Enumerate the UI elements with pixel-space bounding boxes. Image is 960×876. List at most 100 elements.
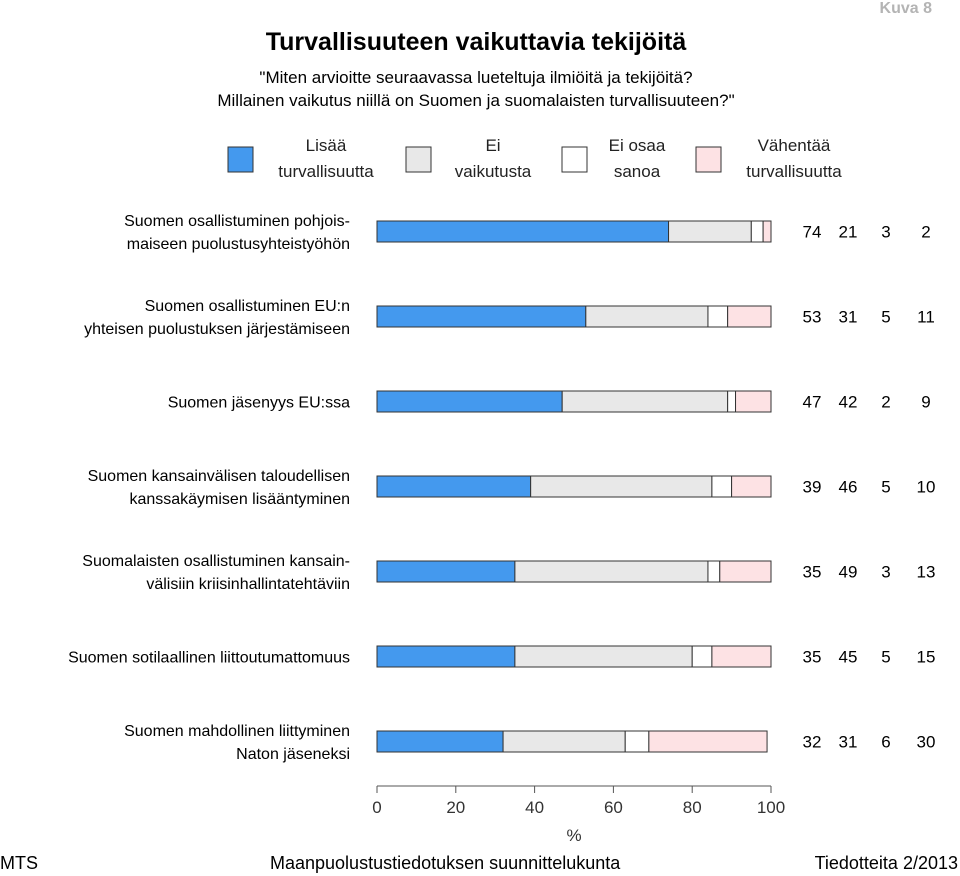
bar-segment-6-1 <box>376 645 516 668</box>
value-label-3-4: 9 <box>921 393 930 412</box>
legend: Lisää turvallisuutta Ei vaikutusta Ei osaa sa… <box>227 136 842 181</box>
bar-segment-2-2 <box>585 305 709 328</box>
x-tick-label-2: 20 <box>446 798 465 817</box>
x-axis: 0 20 40 60 80 100% <box>372 785 785 845</box>
value-label-7-1: 32 <box>803 733 822 752</box>
legend-label-1-1: Lisää <box>306 136 347 155</box>
value-label-1-3: 3 <box>881 223 890 242</box>
category-label-1-2: maiseen puolustusyhteistyöhön <box>127 236 350 253</box>
legend-swatch-3 <box>561 146 588 173</box>
category-label-5-2: välisiin kriisinhallintatehtäviin <box>146 576 350 593</box>
bar-segment-5-4 <box>719 560 772 583</box>
value-label-3-1: 47 <box>803 393 822 412</box>
bar-segment-7-1 <box>376 730 504 753</box>
category-label-5-1: Suomalaisten osallistuminen kansain- <box>82 553 350 570</box>
bar-segment-3-4 <box>735 390 772 413</box>
value-label-5-1: 35 <box>803 563 822 582</box>
bar-segment-3-1 <box>376 390 563 413</box>
legend-label-2-1: Ei <box>485 136 500 155</box>
stacked-bar-chart: Lisää turvallisuutta Ei vaikutusta Ei osaa sa… <box>68 136 935 845</box>
value-label-4-2: 46 <box>839 478 858 497</box>
bar-row-7: Suomen mahdollinen liittyminen Naton jäse… <box>124 723 935 763</box>
bar-segment-1-1 <box>376 220 670 243</box>
bar-segment-5-2 <box>514 560 709 583</box>
footer-left: MTS <box>0 853 38 873</box>
legend-label-2-2: vaikutusta <box>455 162 532 181</box>
bar-row-4: Suomen kansainvälisen taloudellisen kanss… <box>88 468 936 508</box>
bars: Suomen osallistuminen pohjois-maiseen pu… <box>68 213 935 763</box>
bar-segment-3-2 <box>561 390 729 413</box>
bar-segment-2-3 <box>707 305 729 328</box>
bar-row-1: Suomen osallistuminen pohjois-maiseen pu… <box>124 213 931 253</box>
bar-segment-7-2 <box>502 730 626 753</box>
legend-swatch-2 <box>405 146 432 173</box>
bar-segment-1-2 <box>668 220 752 243</box>
value-label-1-4: 2 <box>921 223 930 242</box>
bar-segment-6-2 <box>514 645 693 668</box>
figure-label: Kuva 8 <box>879 0 932 17</box>
value-label-4-1: 39 <box>803 478 822 497</box>
category-label-7-2: Naton jäseneksi <box>236 746 350 763</box>
chart-title: Turvallisuuteen vaikuttavia tekijöitä <box>265 28 687 56</box>
bar-segment-5-1 <box>376 560 516 583</box>
legend-label-3-1: Ei osaa <box>609 136 666 155</box>
category-label-2-2: yhteisen puolustuksen järjestämiseen <box>84 321 350 338</box>
value-label-6-4: 15 <box>917 648 936 667</box>
value-label-7-4: 30 <box>917 733 936 752</box>
bar-row-2: Suomen osallistuminen EU:n yhteisen puolu… <box>84 298 935 338</box>
x-tick-label-4: 60 <box>604 798 623 817</box>
value-label-7-2: 31 <box>839 733 858 752</box>
value-label-6-1: 35 <box>803 648 822 667</box>
bar-row-5: Suomalaisten osallistuminen kansain-väli… <box>82 553 935 593</box>
value-label-5-3: 3 <box>881 563 890 582</box>
x-tick-label-6: 100 <box>757 798 785 817</box>
subtitle-line-2: Millainen vaikutus niillä on Suomen ja s… <box>217 91 735 110</box>
footer-right: Tiedotteita 2/2013 <box>814 853 958 873</box>
category-label-7-1: Suomen mahdollinen liittyminen <box>124 723 350 740</box>
legend-label-1-2: turvallisuutta <box>278 162 374 181</box>
value-label-2-4: 11 <box>917 308 935 327</box>
footer-center: Maanpuolustustiedotuksen suunnittelukunt… <box>270 853 621 873</box>
value-label-4-4: 10 <box>917 478 936 497</box>
category-label-2-1: Suomen osallistuminen EU:n <box>145 298 350 315</box>
category-label-1-1: Suomen osallistuminen pohjois- <box>124 213 350 230</box>
x-tick-label-1: 0 <box>372 798 381 817</box>
legend-label-3-2: sanoa <box>614 162 661 181</box>
value-label-3-2: 42 <box>839 393 858 412</box>
chart-subtitle: "Miten arvioitte seuraavassa lueteltuja … <box>0 66 952 112</box>
category-label-4-2: kanssakäymisen lisääntyminen <box>129 491 350 508</box>
value-label-7-3: 6 <box>881 733 890 752</box>
value-label-1-1: 74 <box>803 223 822 242</box>
value-label-4-3: 5 <box>881 478 890 497</box>
bar-segment-2-4 <box>727 305 772 328</box>
value-label-5-2: 49 <box>839 563 858 582</box>
value-label-2-1: 53 <box>803 308 822 327</box>
bar-segment-4-3 <box>711 475 733 498</box>
bar-row-6: Suomen sotilaallinen liittoutumattomuus 3… <box>68 645 936 668</box>
bar-segment-1-3 <box>750 220 764 243</box>
category-label-3-1: Suomen jäsenyys EU:ssa <box>168 395 350 412</box>
x-axis-title: % <box>566 826 581 845</box>
value-label-3-3: 2 <box>881 393 890 412</box>
bar-segment-5-3 <box>707 560 721 583</box>
value-label-2-2: 31 <box>839 308 858 327</box>
bar-segment-2-1 <box>376 305 587 328</box>
bar-segment-4-4 <box>731 475 772 498</box>
x-tick-label-5: 80 <box>683 798 702 817</box>
value-label-6-2: 45 <box>839 648 858 667</box>
bar-segment-6-4 <box>711 645 772 668</box>
bar-segment-7-4 <box>648 730 768 753</box>
value-label-6-3: 5 <box>881 648 890 667</box>
bar-row-3: Suomen jäsenyys EU:ssa 47 42 2 9 <box>168 390 931 413</box>
x-tick-label-3: 40 <box>525 798 544 817</box>
bar-segment-4-2 <box>530 475 713 498</box>
bar-segment-3-3 <box>727 390 737 413</box>
value-label-2-3: 5 <box>881 308 890 327</box>
value-label-1-2: 21 <box>839 223 858 242</box>
value-label-5-4: 13 <box>917 563 936 582</box>
category-label-4-1: Suomen kansainvälisen taloudellisen <box>88 468 350 485</box>
bar-segment-6-3 <box>691 645 713 668</box>
legend-swatch-4 <box>695 146 722 173</box>
category-label-6-1: Suomen sotilaallinen liittoutumattomuus <box>68 650 350 667</box>
bar-segment-1-4 <box>762 220 772 243</box>
